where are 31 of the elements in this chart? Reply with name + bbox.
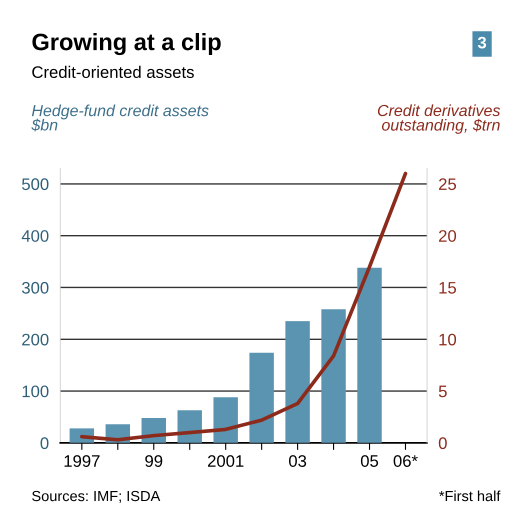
x-tick-label: 06* — [394, 455, 418, 467]
x-tick-label: 03 — [288, 455, 306, 467]
text: 3 — [478, 36, 486, 49]
y2-tick-label: 5 — [438, 386, 447, 398]
y-axis-title: Hedge-fund credit assets $bn — [31, 104, 209, 132]
y-tick-label: 500 — [22, 178, 48, 190]
y2-axis-title: Credit derivatives outstanding, $trn — [378, 104, 500, 134]
chart-title: Growing at a clip — [32, 32, 221, 56]
y2-tick-label: 10 — [439, 334, 456, 346]
bar — [321, 309, 346, 443]
bar — [249, 352, 274, 443]
y2-tick-label: 25 — [439, 178, 456, 190]
bar — [357, 268, 382, 443]
y-tick-label: 200 — [22, 334, 48, 346]
line-series — [80, 172, 408, 442]
text: *First half — [439, 490, 500, 502]
x-tick-label: 99 — [145, 455, 162, 467]
x-tick-label: 05 — [360, 455, 378, 467]
y2-tick-label: 20 — [439, 230, 456, 242]
y-tick-label: 400 — [22, 230, 48, 242]
y2-tick-label: 15 — [439, 282, 456, 294]
x-tick-label: 1997 — [64, 455, 100, 467]
chart-subtitle: Credit-oriented assets — [32, 66, 194, 78]
bar — [285, 321, 310, 443]
y-tick-label: 0 — [40, 437, 48, 450]
source-note: Sources: IMF; ISDA — [32, 490, 160, 503]
x-tick-label: 2001 — [208, 455, 244, 467]
y2-tick-label: 0 — [438, 437, 447, 450]
y-tick-label: 100 — [22, 385, 48, 398]
y-tick-label: 300 — [22, 282, 48, 294]
bar — [213, 397, 238, 443]
